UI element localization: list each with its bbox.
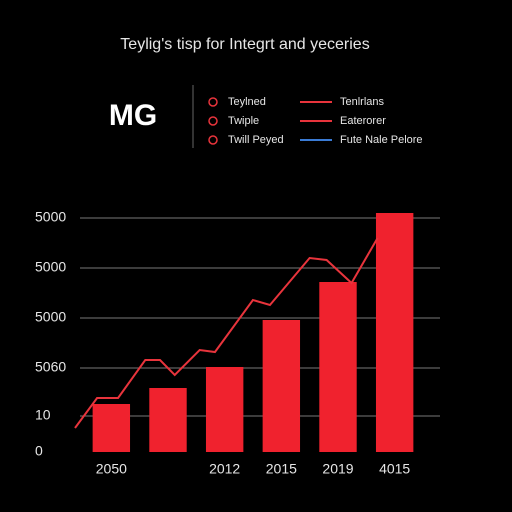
x-tick-label: 4015 — [379, 461, 410, 477]
y-tick-label: 5060 — [35, 359, 66, 375]
x-tick-label: 2050 — [96, 461, 127, 477]
legend-label: Fute Nale Pelore — [340, 134, 423, 146]
legend-label: Twill Peyed — [228, 134, 284, 146]
legend-marker — [208, 97, 218, 107]
legend-label: Eaterorer — [340, 115, 386, 127]
y-tick-label: 5000 — [35, 209, 66, 225]
logo: MG — [109, 99, 157, 132]
legend-label: Tenlrlans — [340, 96, 385, 108]
y-tick-label: 5000 — [35, 259, 66, 275]
x-tick-label: 2019 — [322, 461, 353, 477]
legend-marker — [208, 116, 218, 126]
x-tick-label: 2012 — [209, 461, 240, 477]
y-tick-label: 5000 — [35, 309, 66, 325]
bar — [262, 320, 301, 452]
x-tick-label: 2015 — [266, 461, 297, 477]
chart-title: Teylig's tisp for Integrt and yeceries — [120, 36, 369, 53]
bar — [319, 282, 357, 452]
trend-line — [74, 237, 379, 429]
bar — [375, 213, 414, 452]
legend-marker — [208, 135, 218, 145]
bar — [149, 388, 187, 452]
legend-label: Twiple — [228, 115, 259, 127]
bar — [92, 404, 131, 452]
y-tick-label: 0 — [35, 443, 43, 459]
bar — [205, 367, 244, 452]
y-tick-label: 10 — [35, 407, 51, 423]
legend-label: Teylned — [228, 96, 266, 108]
